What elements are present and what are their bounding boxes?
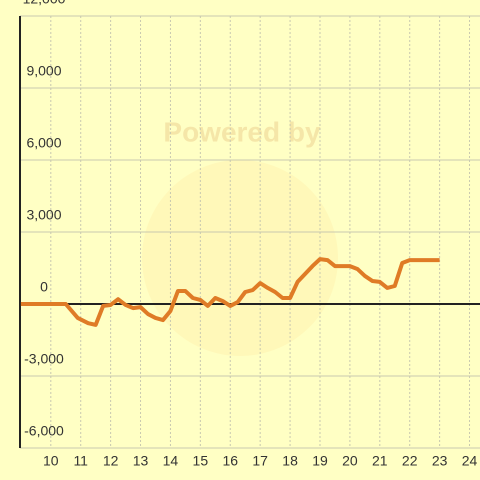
x-tick-label: 19 — [312, 453, 328, 469]
x-tick-label: 16 — [222, 453, 238, 469]
x-tick-label: 11 — [73, 453, 88, 469]
x-tick-label: 10 — [43, 453, 59, 469]
data-line — [20, 257, 440, 327]
x-tick-label: 21 — [372, 453, 388, 469]
y-tick-label: 3,000 — [26, 207, 61, 223]
x-tick-label: 18 — [282, 453, 298, 469]
x-tick-label: 12 — [103, 453, 119, 469]
x-tick-label: 22 — [402, 453, 418, 469]
watermark-logo — [142, 160, 338, 356]
x-tick-label: 20 — [342, 453, 358, 469]
y-tick-label: 6,000 — [26, 135, 61, 151]
x-tick-label: 14 — [163, 453, 179, 469]
watermark: Powered by — [163, 116, 321, 147]
x-tick-label: 23 — [432, 453, 448, 469]
y-tick-label: 9,000 — [26, 63, 61, 79]
y-tick-label: -3,000 — [24, 351, 64, 367]
x-tick-label: 13 — [133, 453, 149, 469]
y-tick-label: 0 — [40, 279, 48, 295]
x-tick-label: 15 — [193, 453, 209, 469]
y-tick-label: -6,000 — [24, 423, 64, 439]
x-tick-label: 17 — [252, 453, 268, 469]
x-tick-label: 24 — [462, 453, 478, 469]
y-tick-label: 12,000 — [23, 0, 66, 7]
